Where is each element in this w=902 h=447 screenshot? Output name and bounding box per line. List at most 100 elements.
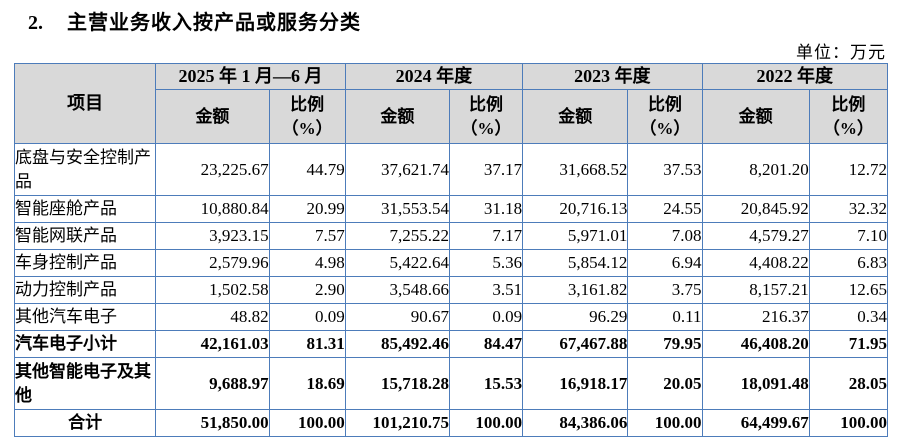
row-label: 动力控制产品: [13, 276, 157, 305]
header-ratio: 比例 （%）: [627, 89, 703, 145]
header-amount: 金额: [344, 89, 450, 145]
row-label: 其他汽车电子: [13, 303, 157, 332]
cell-value: 16,918.17: [522, 357, 629, 411]
cell-value: 18.69: [268, 357, 346, 411]
row-label: 智能座舱产品: [13, 195, 157, 224]
cell-value: 84,386.06: [522, 409, 629, 438]
header-period-2022: 2022 年度: [701, 62, 889, 91]
cell-value: 37,621.74: [344, 143, 450, 197]
cell-value: 12.72: [808, 143, 889, 197]
cell-value: 8,157.21: [701, 276, 810, 305]
cell-value: 67,467.88: [522, 330, 629, 359]
cell-value: 64,499.67: [701, 409, 810, 438]
cell-value: 5,971.01: [522, 222, 629, 251]
cell-value: 31.18: [448, 195, 524, 224]
cell-value: 81.31: [268, 330, 346, 359]
cell-value: 5,422.64: [344, 249, 450, 278]
cell-value: 100.00: [268, 409, 346, 438]
cell-value: 42,161.03: [155, 330, 270, 359]
cell-value: 4,579.27: [701, 222, 810, 251]
cell-value: 7.08: [627, 222, 703, 251]
cell-value: 6.94: [627, 249, 703, 278]
row-label: 智能网联产品: [13, 222, 157, 251]
table-header: 项目 2025 年 1 月—6 月 2024 年度 2023 年度 2022 年…: [13, 62, 889, 145]
table-row: 其他汽车电子 48.82 0.09 90.67 0.09 96.29 0.11 216.37 0…: [13, 303, 889, 332]
header-amount: 金额: [701, 89, 810, 145]
row-label: 汽车电子小计: [13, 330, 157, 359]
cell-value: 79.95: [627, 330, 703, 359]
header-measure-row: 金额 比例 （%） 金额 比例 （%） 金额 比例 （%） 金额 比例 （%）: [15, 89, 889, 145]
cell-value: 100.00: [627, 409, 703, 438]
cell-value: 7.57: [268, 222, 346, 251]
row-label: 车身控制产品: [13, 249, 157, 278]
section-heading: 2. 主营业务收入按产品或服务分类: [0, 0, 902, 35]
cell-value: 0.34: [808, 303, 889, 332]
cell-value: 12.65: [808, 276, 889, 305]
cell-value: 100.00: [448, 409, 524, 438]
cell-value: 4,408.22: [701, 249, 810, 278]
table-row: 动力控制产品 1,502.58 2.90 3,548.66 3.51 3,161.82 3.…: [13, 276, 889, 305]
header-period-2024: 2024 年度: [344, 62, 524, 91]
header-amount: 金额: [155, 89, 270, 145]
cell-value: 3,161.82: [522, 276, 629, 305]
cell-value: 3,923.15: [155, 222, 270, 251]
revenue-table: 项目 2025 年 1 月—6 月 2024 年度 2023 年度 2022 年…: [13, 62, 889, 438]
header-item: 项目: [13, 62, 157, 145]
cell-value: 3,548.66: [344, 276, 450, 305]
cell-value: 46,408.20: [701, 330, 810, 359]
cell-value: 37.53: [627, 143, 703, 197]
cell-value: 20,716.13: [522, 195, 629, 224]
cell-value: 20.99: [268, 195, 346, 224]
cell-value: 84.47: [448, 330, 524, 359]
cell-value: 216.37: [701, 303, 810, 332]
cell-value: 15,718.28: [344, 357, 450, 411]
table-row: 智能网联产品 3,923.15 7.57 7,255.22 7.17 5,971.01 7.…: [13, 222, 889, 251]
section-number: 2.: [28, 12, 43, 34]
cell-value: 100.00: [808, 409, 889, 438]
cell-value: 7.17: [448, 222, 524, 251]
cell-value: 51,850.00: [155, 409, 270, 438]
section-title-text: 主营业务收入按产品或服务分类: [67, 12, 361, 34]
cell-value: 10,880.84: [155, 195, 270, 224]
row-label: 合计: [13, 409, 157, 438]
header-period-row: 项目 2025 年 1 月—6 月 2024 年度 2023 年度 2022 年…: [13, 62, 889, 145]
cell-value: 7,255.22: [344, 222, 450, 251]
cell-value: 31,668.52: [522, 143, 629, 197]
cell-value: 71.95: [808, 330, 889, 359]
cell-value: 23,225.67: [155, 143, 270, 197]
cell-value: 5.36: [448, 249, 524, 278]
cell-value: 96.29: [522, 303, 629, 332]
cell-value: 28.05: [808, 357, 889, 411]
row-label: 其他智能电子及其他: [13, 357, 157, 411]
row-label: 底盘与安全控制产品: [13, 143, 157, 197]
cell-value: 8,201.20: [701, 143, 810, 197]
table-row: 合计 51,850.00 100.00 101,210.75 100.00 84,386.…: [13, 409, 889, 438]
cell-value: 18,091.48: [701, 357, 810, 411]
cell-value: 2,579.96: [155, 249, 270, 278]
cell-value: 4.98: [268, 249, 346, 278]
cell-value: 3.51: [448, 276, 524, 305]
header-period-2025: 2025 年 1 月—6 月: [155, 62, 346, 91]
header-amount: 金额: [522, 89, 629, 145]
table-row: 智能座舱产品 10,880.84 20.99 31,553.54 31.18 20,716…: [13, 195, 889, 224]
cell-value: 9,688.97: [155, 357, 270, 411]
unit-label: 单位：万元: [796, 43, 886, 62]
header-ratio: 比例 （%）: [808, 89, 889, 145]
cell-value: 32.32: [808, 195, 889, 224]
cell-value: 24.55: [627, 195, 703, 224]
cell-value: 15.53: [448, 357, 524, 411]
cell-value: 0.11: [627, 303, 703, 332]
cell-value: 1,502.58: [155, 276, 270, 305]
cell-value: 3.75: [627, 276, 703, 305]
header-ratio: 比例 （%）: [268, 89, 346, 145]
header-ratio: 比例 （%）: [448, 89, 524, 145]
cell-value: 20,845.92: [701, 195, 810, 224]
cell-value: 5,854.12: [522, 249, 629, 278]
cell-value: 44.79: [268, 143, 346, 197]
cell-value: 0.09: [268, 303, 346, 332]
cell-value: 90.67: [344, 303, 450, 332]
cell-value: 6.83: [808, 249, 889, 278]
table-row: 汽车电子小计 42,161.03 81.31 85,492.46 84.47 67,467…: [13, 330, 889, 359]
cell-value: 0.09: [448, 303, 524, 332]
